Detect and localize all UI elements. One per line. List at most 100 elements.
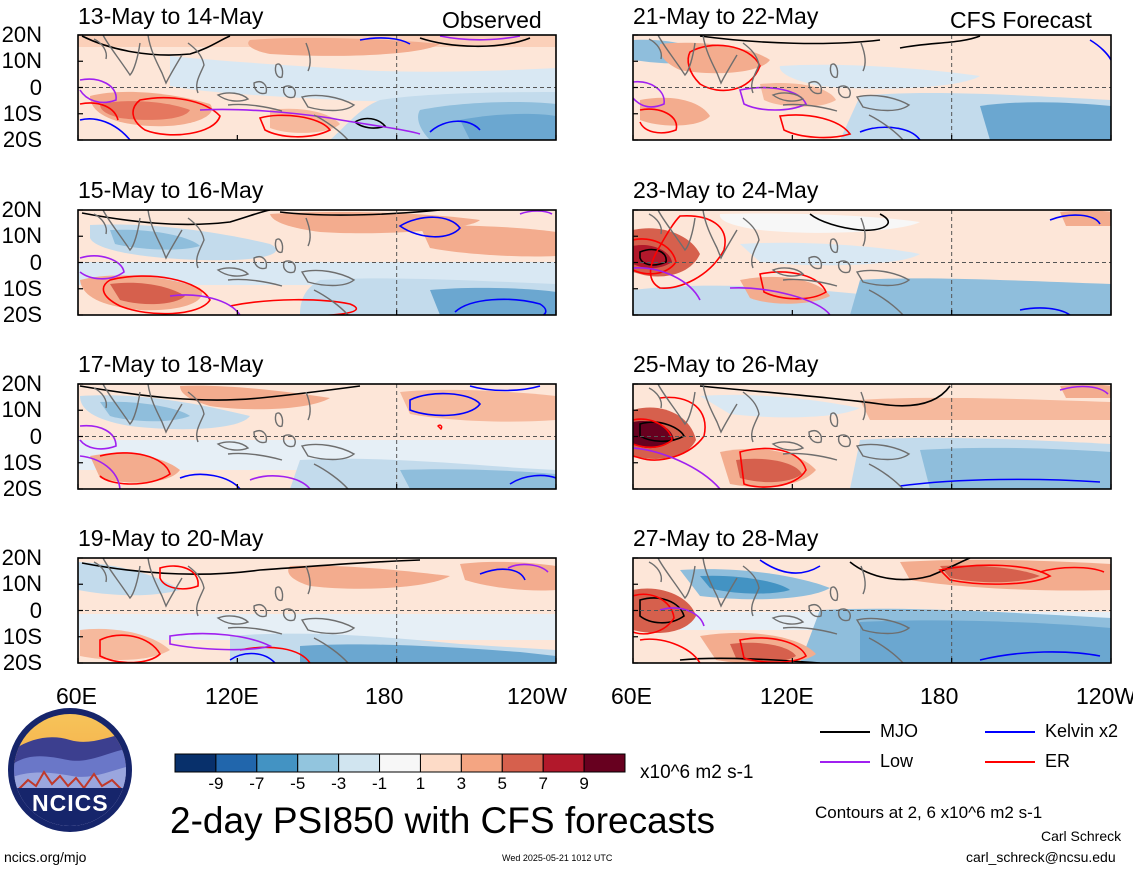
coastline: [216, 267, 250, 277]
coastline: [216, 92, 250, 102]
lat-label: 0: [29, 597, 42, 623]
coastline: [648, 561, 663, 583]
colorbar-units: x10^6 m2 s-1: [640, 762, 754, 783]
coastline: [829, 412, 839, 428]
coastline: [227, 278, 283, 287]
coastline: [808, 430, 823, 444]
coastline: [274, 238, 284, 254]
coastline: [702, 209, 738, 260]
lat-label: 0: [29, 423, 42, 449]
lat-label: 20S: [2, 650, 42, 675]
coastline: [305, 42, 311, 72]
colorbar-tick-label: -3: [331, 774, 347, 793]
coastline: [742, 565, 760, 617]
colorbar-tick-label: -9: [208, 774, 224, 793]
colorbar-swatch: [379, 753, 421, 773]
coastline: [305, 391, 311, 421]
coastline: [860, 565, 866, 595]
coastline: [187, 42, 205, 94]
colorbar-swatch: [419, 753, 462, 773]
contours-note: Contours at 2, 6 x10^6 m2 s-1: [815, 803, 1043, 822]
coastline: [855, 94, 911, 112]
panel-title: 13-May to 14-May: [78, 3, 264, 29]
coastline: [282, 85, 296, 99]
coastline: [702, 34, 738, 85]
colorbar: [174, 753, 626, 773]
lon-label: 120E: [205, 683, 259, 709]
lat-label: 10S: [2, 275, 42, 301]
legend-label-low: Low: [880, 751, 914, 771]
lat-label: 20N: [1, 545, 42, 570]
coastline: [253, 256, 268, 270]
legend-lines: [820, 731, 1035, 763]
colorbar-swatch: [215, 753, 258, 773]
coastline: [216, 615, 250, 625]
colorbar-tick-label: -7: [249, 774, 265, 793]
lat-label: 20S: [2, 476, 42, 501]
colorbar-swatch: [583, 753, 626, 773]
coastline: [771, 92, 805, 102]
coastline: [782, 278, 838, 287]
legend-label-mjo: MJO: [880, 721, 918, 741]
lon-label: 120W: [507, 683, 568, 709]
panel-title: 21-May to 22-May: [633, 3, 819, 29]
coastline: [102, 34, 141, 77]
coastline: [868, 463, 904, 490]
coastline: [855, 617, 911, 635]
coastline: [837, 608, 851, 622]
coastline: [300, 269, 356, 287]
coastline: [253, 81, 268, 95]
lat-label: 20N: [1, 371, 42, 396]
coastline: [829, 586, 839, 602]
lat-label: 10N: [1, 397, 42, 423]
coastline: [282, 260, 296, 274]
coastline: [782, 452, 838, 461]
coastline: [93, 387, 108, 409]
panel-tag-observed: Observed: [442, 7, 542, 33]
site-link[interactable]: ncics.org/mjo: [4, 849, 87, 865]
coastline: [742, 217, 760, 269]
logo-text: NCICS: [32, 790, 109, 816]
coastline: [742, 391, 760, 443]
coastline: [147, 557, 183, 608]
colorbar-swatch: [297, 753, 340, 773]
coastline: [282, 608, 296, 622]
lat-label: 10N: [1, 571, 42, 597]
coastline: [657, 34, 696, 77]
coastline: [147, 209, 183, 260]
coastline: [300, 443, 356, 461]
coastline: [253, 430, 268, 444]
coastline: [702, 557, 738, 608]
colorbar-swatch: [460, 753, 503, 773]
colorbar-tick-label: 7: [538, 774, 548, 793]
coastline: [93, 561, 108, 583]
lat-label: 10S: [2, 623, 42, 649]
coastline: [102, 209, 141, 252]
coastline: [808, 604, 823, 618]
author-email: carl_schreck@ncsu.edu: [966, 849, 1116, 865]
main-title: 2-day PSI850 with CFS forecasts: [170, 800, 715, 841]
colorbar-swatch: [501, 753, 544, 773]
coastline: [313, 637, 349, 664]
lat-label: 0: [29, 249, 42, 275]
panel-tag-forecast: CFS Forecast: [950, 7, 1092, 33]
lat-label: 20S: [2, 127, 42, 152]
coastline: [147, 383, 183, 434]
coastline: [93, 38, 108, 60]
coastline: [657, 209, 696, 252]
colorbar-swatch: [174, 753, 217, 773]
coastline: [860, 217, 866, 247]
coastline: [860, 42, 866, 72]
coastline: [742, 42, 760, 94]
coastline: [227, 103, 283, 112]
lon-label: 180: [920, 683, 959, 709]
coastline: [648, 38, 663, 60]
coastline: [782, 626, 838, 635]
colorbar-tick-label: 5: [497, 774, 507, 793]
coastline: [187, 217, 205, 269]
lat-label: 20N: [1, 197, 42, 222]
coastline: [868, 289, 904, 316]
coastline: [837, 434, 851, 448]
coastline: [305, 217, 311, 247]
coastline: [837, 260, 851, 274]
